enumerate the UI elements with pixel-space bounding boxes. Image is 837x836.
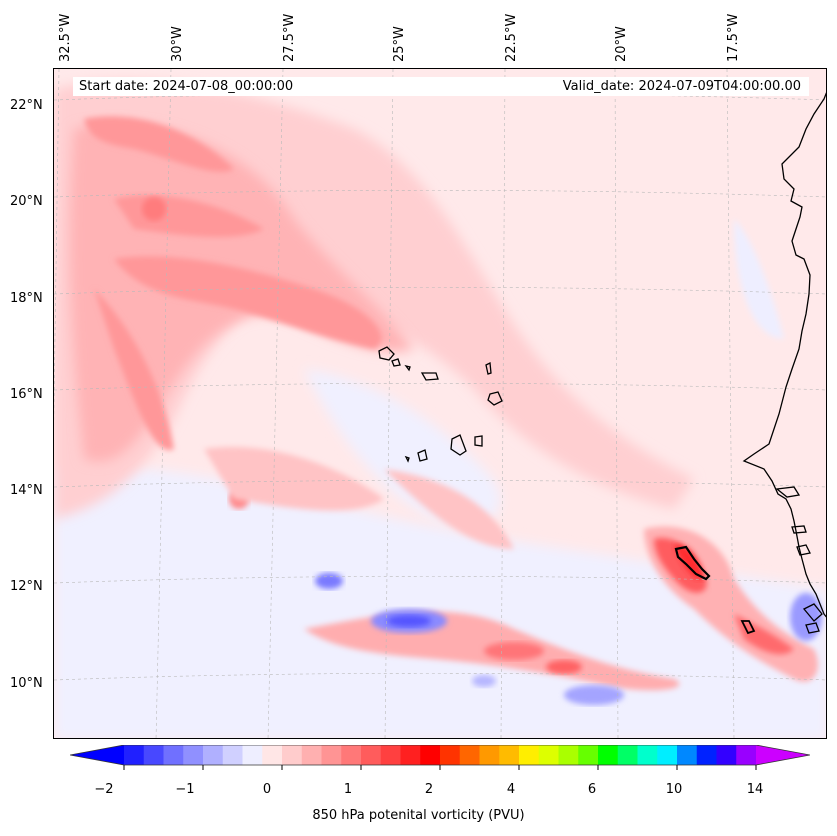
colorbar-cell	[459, 745, 480, 765]
lon-label-25w: 25°W	[392, 26, 407, 62]
start-date-label: Start date: 2024-07-08_00:00:00	[79, 79, 294, 94]
colorbar-cell	[578, 745, 599, 765]
colorbar-cell	[538, 745, 559, 765]
coastline-icon	[674, 92, 826, 635]
colorbar-cell	[183, 745, 204, 765]
colorbar-cell	[341, 745, 362, 765]
lat-label-12n: 12°N	[10, 579, 43, 594]
lon-label-17-5w: 17.5°W	[726, 13, 741, 62]
cbar-tick-0: 0	[262, 782, 272, 797]
cbar-tick-4: 4	[506, 782, 516, 797]
cbar-tick-2: 2	[424, 782, 434, 797]
colorbar-cell	[380, 745, 401, 765]
lon-label-30w: 30°W	[170, 26, 185, 62]
colorbar-cell	[677, 745, 698, 765]
pv-field	[54, 69, 826, 738]
colorbar-cell	[736, 745, 757, 765]
info-bar: Start date: 2024-07-08_00:00:00 Valid_da…	[73, 77, 809, 96]
colorbar-cell	[716, 745, 737, 765]
lon-label-27-5w: 27.5°W	[282, 13, 297, 62]
colorbar-cell	[617, 745, 638, 765]
cbar-tick-6: 6	[587, 782, 597, 797]
colorbar-cell	[440, 745, 461, 765]
colorbar-cell	[262, 745, 283, 765]
cbar-tick-minus1: −1	[175, 782, 195, 797]
lat-label-14n: 14°N	[10, 483, 43, 498]
colorbar-cell	[301, 745, 322, 765]
colorbar-cell	[282, 745, 303, 765]
colorbar-extend-min	[70, 745, 124, 765]
colorbar-cell	[143, 745, 164, 765]
colorbar-cell	[400, 745, 421, 765]
cbar-tick-minus2: −2	[94, 782, 114, 797]
colorbar-cell	[519, 745, 540, 765]
colorbar-cell	[321, 745, 342, 765]
colorbar-title: 850 hPa potenital vorticity (PVU)	[312, 808, 525, 823]
cbar-tick-10: 10	[665, 782, 683, 797]
colorbar-cell	[637, 745, 658, 765]
colorbar-cell	[203, 745, 224, 765]
colorbar-cell	[598, 745, 619, 765]
colorbar-cell	[124, 745, 145, 765]
lon-label-20w: 20°W	[614, 26, 629, 62]
colorbar-cell	[420, 745, 441, 765]
colorbar-cell	[222, 745, 243, 765]
colorbar-cell	[361, 745, 382, 765]
colorbar-extend-max	[756, 745, 810, 765]
cbar-tick-14: 14	[746, 782, 764, 797]
lat-label-18n: 18°N	[10, 291, 43, 306]
valid-date-label: Valid_date: 2024-07-09T04:00:00.00	[562, 79, 801, 94]
lon-label-22-5w: 22.5°W	[504, 13, 519, 62]
lat-label-16n: 16°N	[10, 387, 43, 402]
cbar-tick-1: 1	[343, 782, 353, 797]
island-icon	[378, 346, 503, 463]
lat-label-20n: 20°N	[10, 194, 43, 209]
colorbar-cell	[499, 745, 520, 765]
colorbar-cell	[657, 745, 678, 765]
colorbar-cell	[479, 745, 500, 765]
lat-label-22n: 22°N	[10, 98, 43, 113]
colorbar	[70, 745, 810, 770]
lat-label-10n: 10°N	[10, 676, 43, 691]
colorbar-cell	[242, 745, 263, 765]
lon-label-32-5w: 32.5°W	[58, 13, 73, 62]
colorbar-cell	[558, 745, 579, 765]
colorbar-cell	[696, 745, 717, 765]
colorbar-cell	[163, 745, 184, 765]
map-area[interactable]: Start date: 2024-07-08_00:00:00 Valid_da…	[53, 68, 827, 739]
